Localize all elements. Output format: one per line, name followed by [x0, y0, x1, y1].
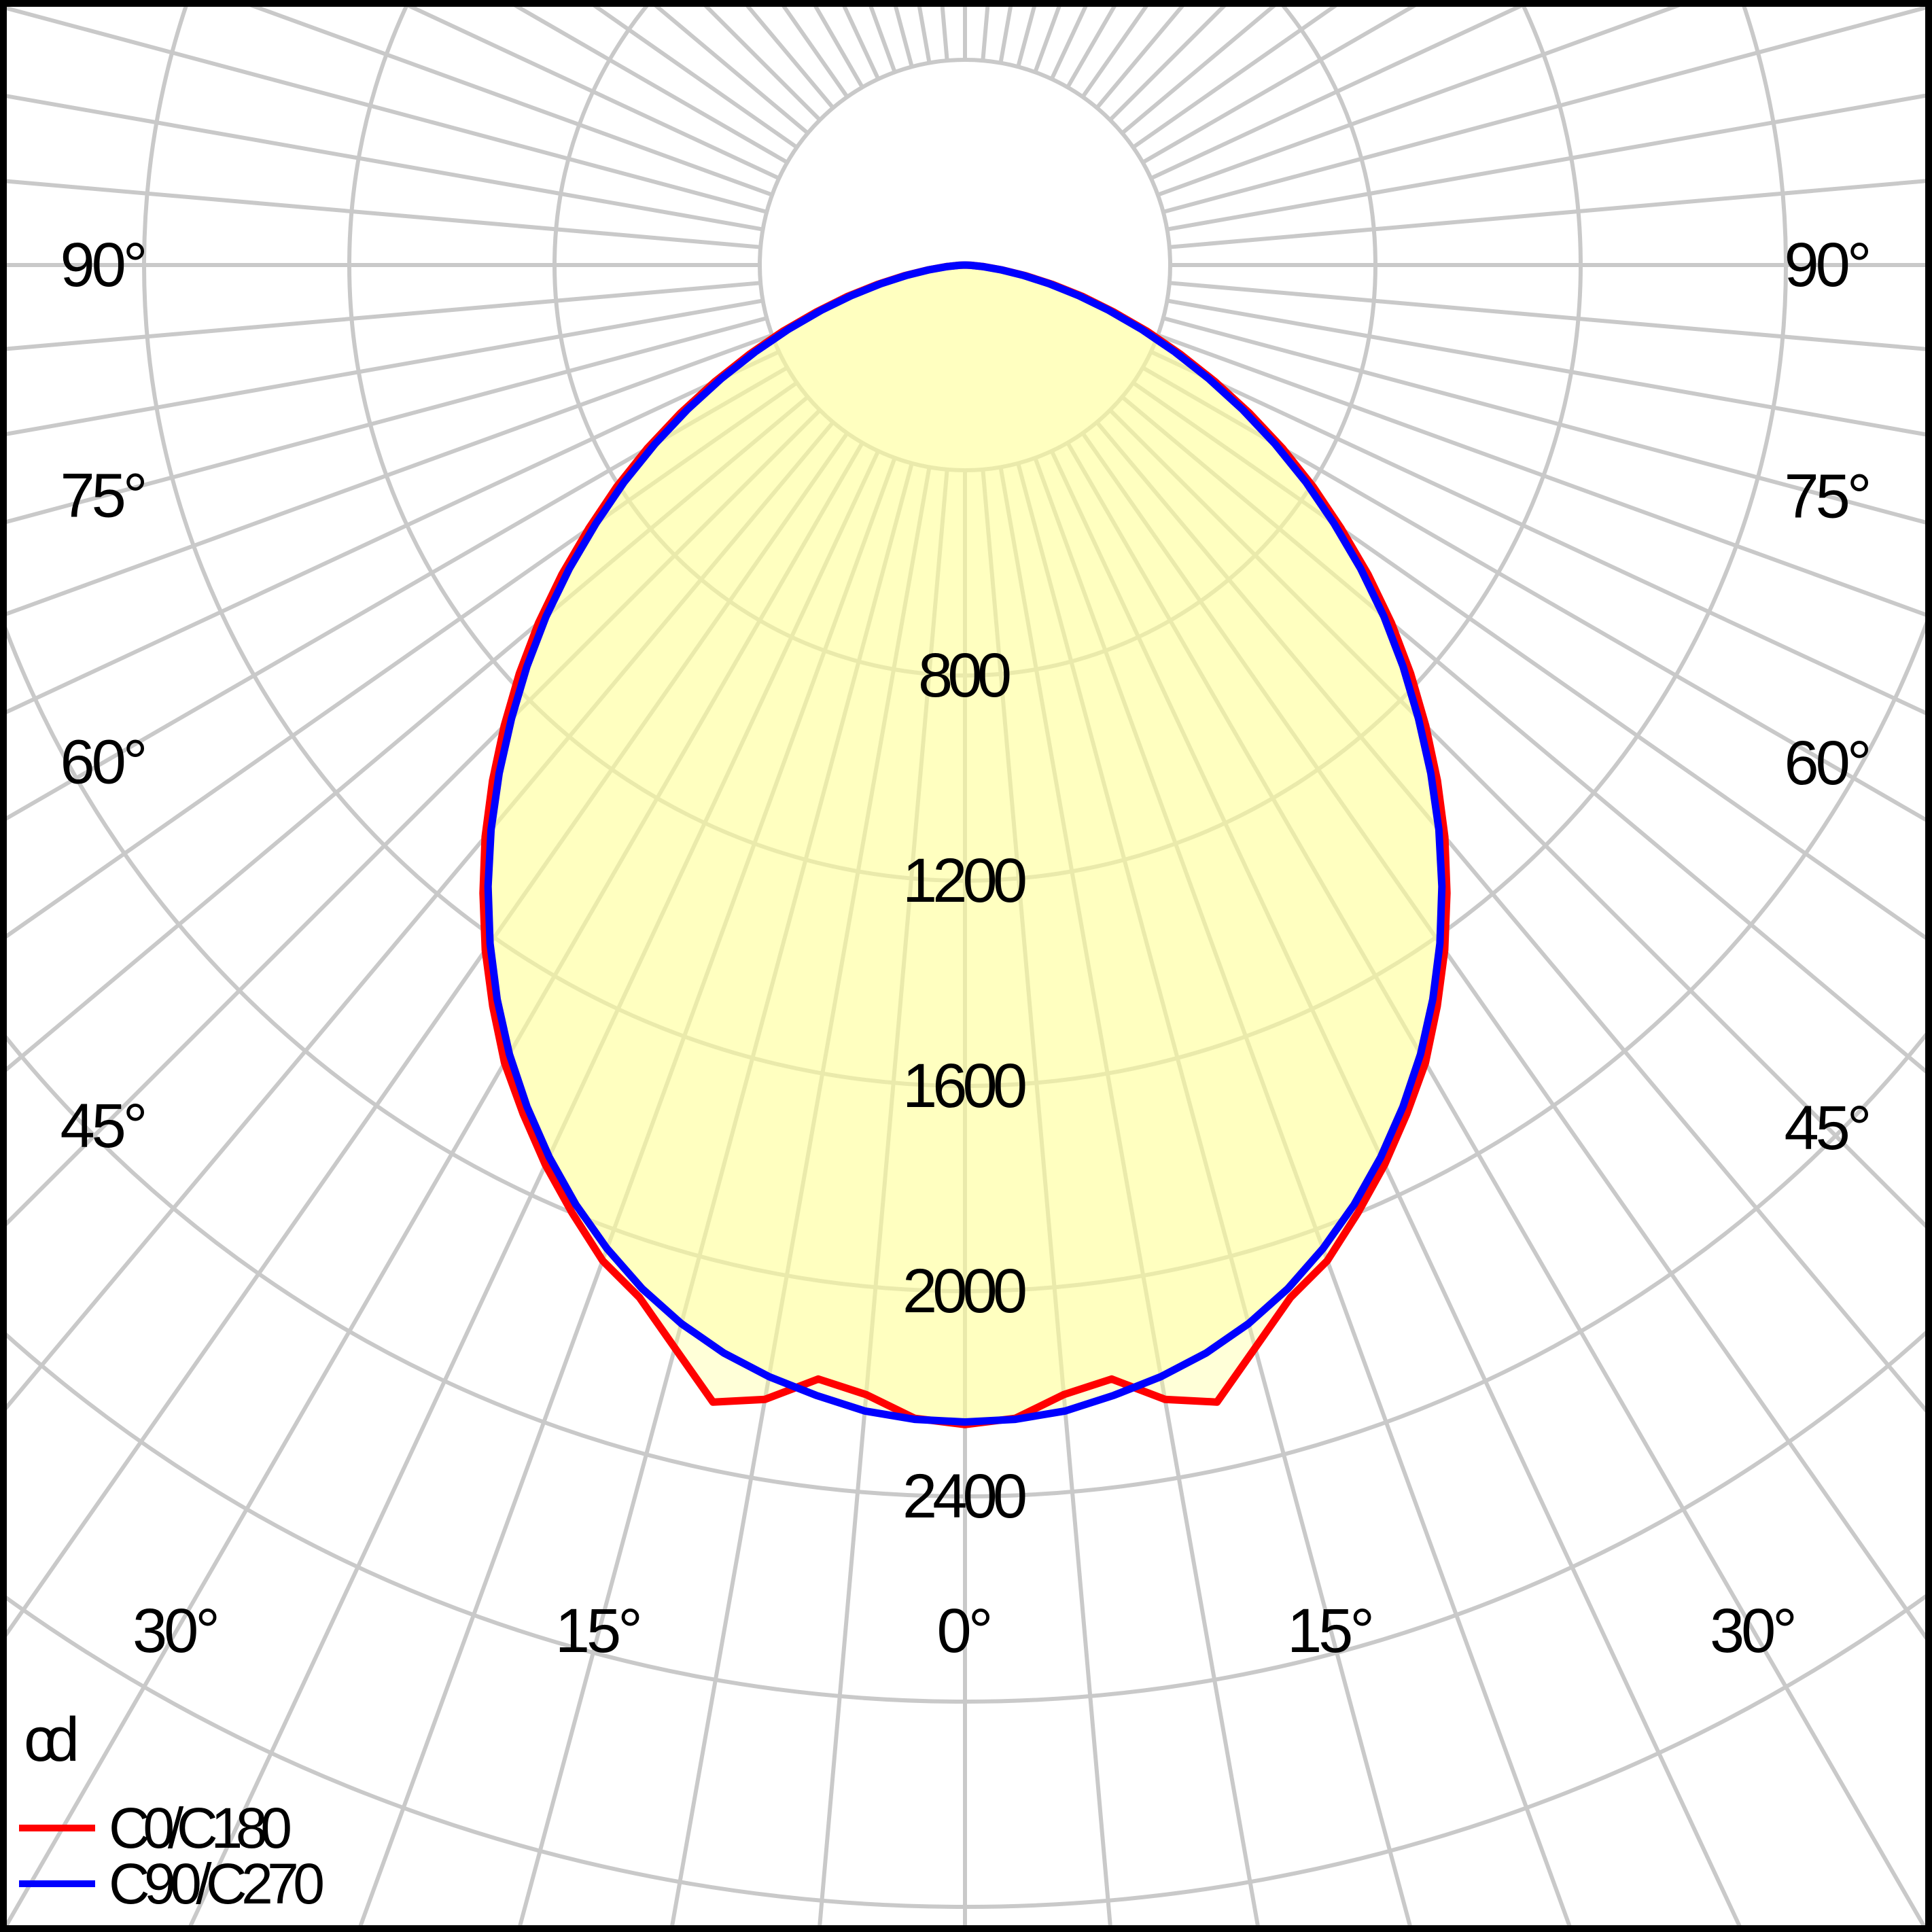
- angle-label-bottom-0: 0°: [937, 1596, 994, 1666]
- angle-grid-ray-325: [0, 432, 849, 1647]
- angle-grid-ray-280: [0, 298, 764, 438]
- legend-entry-label-C0-C180: C0/C180: [109, 1796, 292, 1860]
- angle-grid-ray-320: [0, 421, 835, 1418]
- angle-grid-ray-20: [1033, 457, 1575, 1932]
- angle-grid-ray-45: [1108, 408, 1932, 1235]
- angle-grid-ray-15: [1016, 462, 1414, 1932]
- angle-label-left-75: 75°: [60, 461, 148, 530]
- angle-grid-ray-60: [1142, 366, 1932, 826]
- angle-label-right-75: 75°: [1785, 461, 1872, 531]
- angle-label-bottom-right-15: 15°: [1287, 1596, 1375, 1666]
- angle-grid-ray-40: [1095, 421, 1932, 1421]
- angle-grid-ray-55: [1131, 381, 1932, 945]
- angle-grid-ray-285: [0, 316, 768, 526]
- angle-grid-ray-110: [1157, 0, 1700, 197]
- angle-grid-ray-310: [0, 395, 809, 1078]
- angle-label-bottom-left-30: 30°: [133, 1596, 220, 1666]
- angle-grid-ray-335: [185, 450, 881, 1932]
- angle-grid-ray-100: [1166, 92, 1932, 232]
- angle-grid-ray-115: [1150, 0, 1539, 181]
- angle-label-right-90: 90°: [1785, 230, 1872, 300]
- angle-grid-ray-345: [516, 462, 914, 1932]
- angle-grid-ray-80: [1166, 298, 1932, 438]
- angle-label-left-60: 60°: [60, 728, 148, 797]
- angle-grid-ray-265: [0, 178, 761, 249]
- angle-grid-ray-70: [1157, 333, 1932, 620]
- angle-grid-ray-75: [1162, 316, 1932, 527]
- angle-grid-ray-330: [0, 442, 864, 1932]
- angle-grid-ray-35: [1081, 432, 1932, 1650]
- angle-grid-ray-85: [1169, 281, 1932, 352]
- legend: [19, 1825, 95, 1887]
- angle-label-right-60: 60°: [1785, 728, 1872, 798]
- angle-grid-ray-5: [981, 469, 1113, 1932]
- angle-grid-ray-250: [230, 0, 773, 197]
- legend-entry-label-C90-C270: C90/C270: [109, 1852, 325, 1916]
- angle-grid-ray-30: [1066, 442, 1930, 1932]
- angle-grid-ray-245: [391, 0, 780, 181]
- angle-grid-ray-10: [998, 466, 1261, 1932]
- angle-label-bottom-right-30: 30°: [1710, 1596, 1797, 1666]
- angle-grid-ray-350: [669, 466, 932, 1932]
- angle-grid-ray-315: [0, 408, 822, 1233]
- angle-label-left-45: 45°: [60, 1091, 148, 1161]
- angle-grid-ray-260: [0, 92, 764, 232]
- angle-grid-ray-300: [0, 366, 788, 825]
- angle-label-right-45: 45°: [1785, 1093, 1872, 1163]
- radial-tick-label-2000: 2000: [902, 1257, 1028, 1326]
- angle-grid-ray-65: [1150, 349, 1932, 718]
- series-fill-C0-C180: [482, 265, 1447, 1425]
- angle-grid-ray-95: [1169, 178, 1932, 249]
- angle-grid-ray-355: [817, 469, 949, 1932]
- angle-grid-ray-295: [0, 349, 780, 718]
- angle-grid-ray-105: [1162, 3, 1932, 214]
- radial-tick-label-1200: 1200: [902, 846, 1028, 915]
- angle-grid-ray-25: [1049, 450, 1745, 1932]
- legend-unit-label: cd: [24, 1705, 80, 1774]
- radial-tick-label-1600: 1600: [902, 1051, 1028, 1121]
- radial-tick-label-2400: 2400: [902, 1462, 1028, 1531]
- angle-label-left-90: 90°: [60, 230, 148, 300]
- series-fill-C90-C270: [488, 265, 1442, 1422]
- angle-grid-ray-50: [1121, 395, 1932, 1079]
- angle-grid-ray-305: [0, 381, 798, 943]
- angle-grid-ray-255: [0, 4, 768, 214]
- angle-grid-ray-340: [355, 457, 897, 1932]
- angle-grid-ray-275: [0, 281, 761, 352]
- angle-label-bottom-left-15: 15°: [555, 1596, 643, 1666]
- radial-tick-label-800: 800: [918, 641, 1012, 710]
- series-curve-C90-C270: [484, 261, 1446, 1426]
- angle-grid-ray-290: [0, 333, 773, 619]
